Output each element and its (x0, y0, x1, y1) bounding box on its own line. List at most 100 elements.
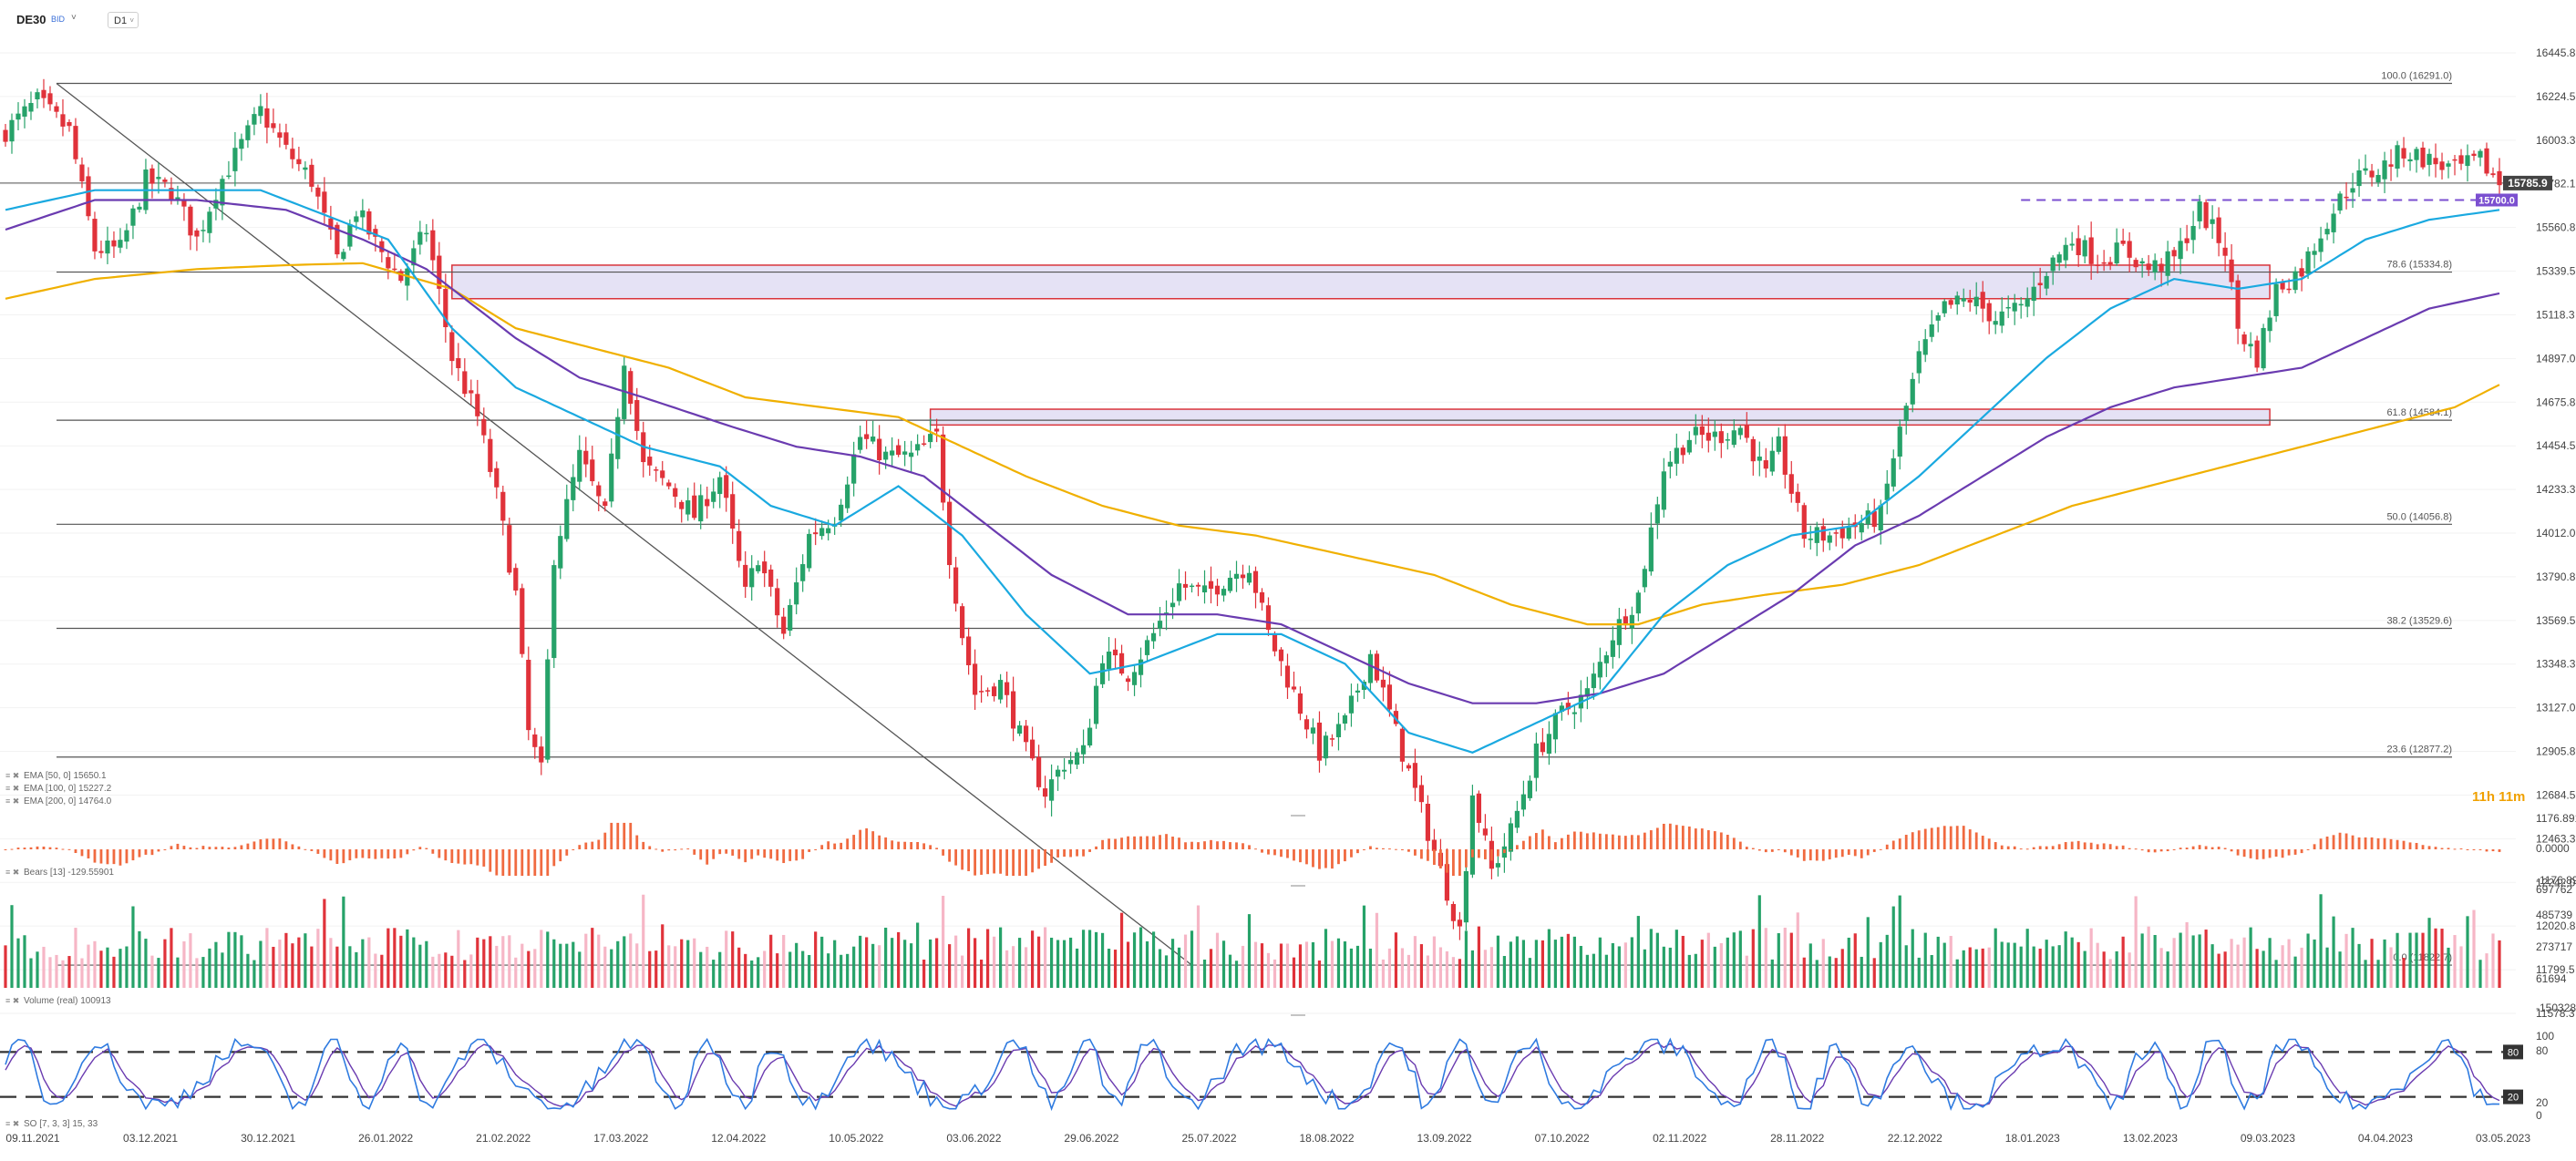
volume-bar (1400, 948, 1405, 988)
candle (2025, 298, 2030, 307)
volume-bar (1426, 955, 1430, 988)
candle (1520, 794, 1526, 810)
volume-bar (1496, 935, 1500, 988)
volume-bar (999, 927, 1003, 988)
bears-bar (1382, 848, 1385, 849)
bears-bar (1789, 849, 1793, 856)
candle (341, 252, 346, 260)
bears-bar (1738, 841, 1742, 849)
candle (1699, 426, 1705, 436)
volume-bar (508, 935, 511, 988)
candle (2037, 283, 2043, 286)
volume-bar (2408, 932, 2412, 988)
bears-bar (2236, 849, 2240, 856)
candle (9, 119, 15, 142)
candle (500, 491, 506, 521)
candle (1342, 714, 1348, 724)
volume-bar (1757, 895, 1761, 988)
candle (1093, 685, 1099, 724)
candle (303, 167, 308, 170)
bears-bar (2140, 849, 2144, 851)
bears-bar (871, 831, 875, 849)
volume-bar (1745, 955, 1748, 988)
candle (781, 616, 787, 634)
volume-bar (1445, 950, 1449, 988)
bears-bar (782, 849, 786, 864)
bears-bar (1114, 838, 1117, 849)
volume-bar (144, 939, 148, 988)
volume-bar (2255, 949, 2259, 988)
volume-bar (1630, 937, 1633, 988)
volume-bar (1917, 957, 1921, 988)
candle (1999, 311, 2004, 326)
stochastic-axis-tick: 80 (2536, 1044, 2549, 1057)
bears-bar (252, 841, 256, 849)
candle (1846, 527, 1851, 539)
bears-bar (1280, 849, 1283, 858)
candle (902, 451, 908, 455)
bears-bar (1216, 841, 1219, 849)
bears-bar (406, 849, 409, 855)
bears-bar (674, 849, 677, 851)
volume-bar (61, 960, 65, 988)
bears-bar (74, 849, 77, 854)
volume-bar (1043, 927, 1047, 988)
bears-bar (1095, 846, 1097, 849)
candle (737, 530, 742, 561)
candle (1329, 738, 1335, 740)
candle (2044, 275, 2049, 289)
candle (2388, 164, 2394, 167)
bears-bar (2344, 833, 2348, 849)
bears-bar (2019, 848, 2023, 850)
bears-bar (450, 849, 454, 863)
candle (2018, 303, 2024, 306)
candle (1942, 301, 1947, 313)
bears-bar (635, 835, 639, 849)
volume-bar (106, 947, 109, 988)
volume-bar (2396, 932, 2399, 988)
volume-bar (163, 939, 167, 988)
bears-bar (1751, 848, 1755, 849)
volume-bar (16, 938, 20, 988)
volume-axis-tick: 485739 (2536, 909, 2572, 921)
candle (1654, 504, 1660, 524)
bears-bar (1025, 849, 1027, 877)
volume-bar (763, 950, 767, 988)
candle (1150, 632, 1157, 642)
bears-bar (2491, 849, 2495, 852)
volume-bar (1911, 929, 1914, 988)
candle (2076, 238, 2081, 255)
candle (1571, 712, 1577, 714)
candle (998, 680, 1004, 700)
candle (1144, 640, 1150, 655)
volume-bar (1706, 932, 1710, 988)
volume-bar (820, 936, 824, 988)
candle (2241, 334, 2247, 344)
volume-bar (2051, 946, 2055, 988)
candle (2088, 237, 2094, 264)
candle (1597, 662, 1602, 678)
symbol-name[interactable]: DE30 (16, 13, 46, 26)
candle (2407, 159, 2413, 162)
volume-bar (884, 928, 888, 988)
volume-bar (1375, 912, 1379, 988)
volume-bar (1056, 940, 1060, 988)
volume-bar (1885, 934, 1889, 988)
price-axis-tick: 11799.5 (2536, 963, 2575, 976)
candle (2484, 148, 2489, 174)
symbol-dropdown-icon[interactable]: ˅ (71, 13, 77, 23)
volume-bar (1942, 942, 1946, 988)
bears-bar (795, 849, 799, 861)
volume-bar (903, 940, 907, 988)
volume-bar (1279, 943, 1283, 988)
candle (2299, 268, 2304, 277)
bears-bar (2306, 849, 2310, 850)
bears-bar (1534, 833, 1538, 849)
bears-bar (897, 841, 901, 849)
candle (1922, 339, 1928, 355)
x-axis-date-label: 18.08.2022 (1299, 1132, 1354, 1145)
volume-bar (610, 949, 613, 988)
bears-bar (986, 849, 990, 875)
timeframe-select[interactable]: D1 ˅ (108, 12, 139, 28)
